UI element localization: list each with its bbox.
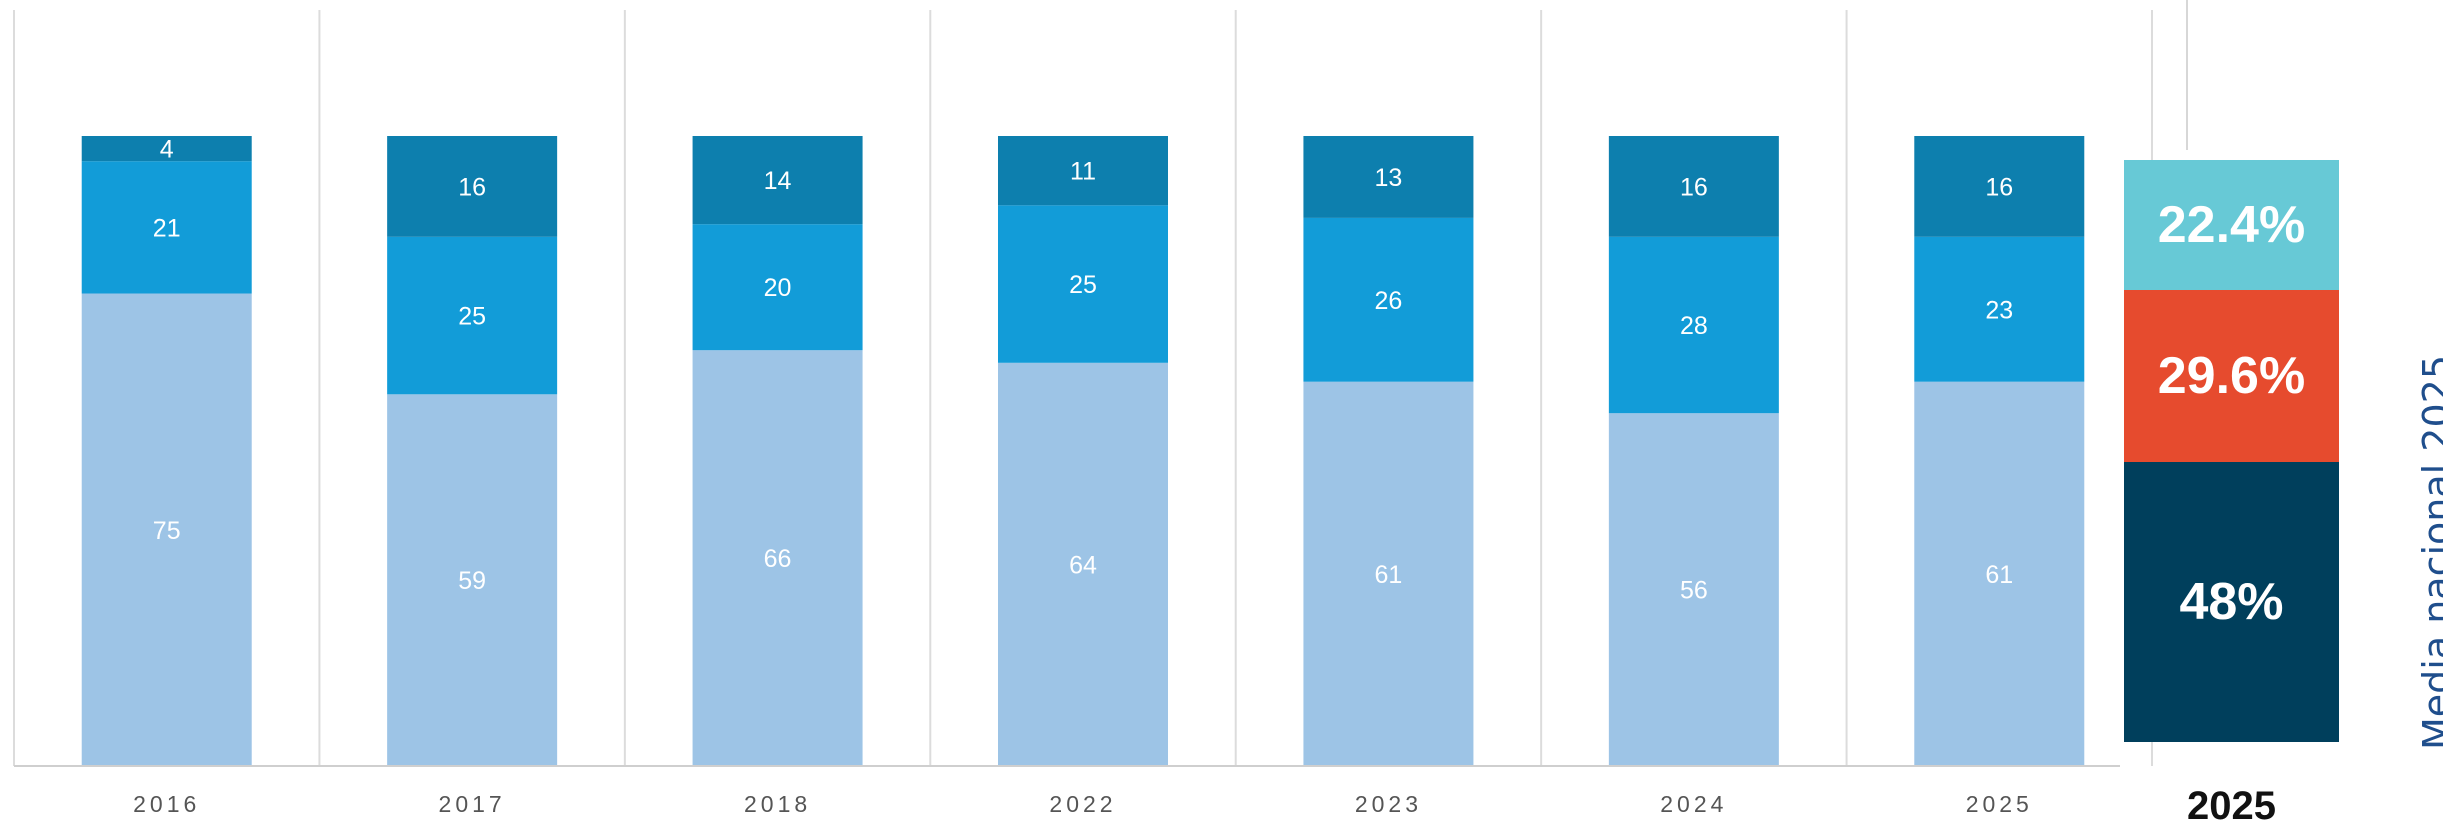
bar-segment	[998, 136, 1168, 206]
bar-data-label: 26	[1375, 287, 1403, 315]
bar-segment	[81, 293, 252, 766]
bar-stack-2017: 59 25 16	[387, 136, 558, 766]
x-axis-tick-labels: 2016 2017 2018 2022 2023 2024 2025	[133, 791, 2033, 817]
bar-data-label: 16	[1680, 173, 1708, 201]
national-segment-middle-label: 29.6%	[2157, 347, 2306, 405]
bar-segment	[692, 136, 863, 225]
bar-segment	[1914, 381, 2085, 766]
bar-segment	[387, 136, 558, 237]
bar-data-label: 13	[1375, 164, 1403, 192]
bar-data-label: 61	[1985, 561, 2013, 589]
bar-data-label: 61	[1375, 561, 1403, 589]
national-segment-bottom-label: 48%	[2179, 573, 2284, 631]
x-tick-label: 2024	[1660, 791, 1727, 817]
bar-data-label: 16	[1985, 173, 2013, 201]
bar-segment	[387, 236, 558, 395]
bar-data-label: 20	[764, 274, 792, 302]
bar-data-label: 4	[160, 136, 174, 164]
bar-segment	[998, 362, 1168, 766]
national-average-year: 2025	[2187, 784, 2276, 828]
bar-data-label: 25	[458, 303, 486, 331]
bar-segment	[1914, 236, 2085, 382]
bar-stack-2024: 56 28 16	[1608, 136, 1779, 766]
national-segment-top-label: 22.4%	[2157, 196, 2306, 254]
national-segment-middle: 29.6%	[2124, 290, 2339, 462]
bar-data-label: 28	[1680, 312, 1708, 340]
x-tick-label: 2018	[744, 791, 811, 817]
bar-segment	[692, 224, 863, 351]
bar-segment	[1608, 413, 1779, 766]
bar-segment	[1303, 381, 1474, 766]
bar-stack-2016: 75 21 4	[81, 136, 252, 766]
bar-data-label: 21	[153, 214, 181, 242]
national-average-stack: 22.4% 29.6% 48%	[2124, 160, 2339, 742]
national-segment-top: 22.4%	[2124, 160, 2339, 290]
x-tick-label: 2016	[133, 791, 200, 817]
bar-segment	[1608, 236, 1779, 414]
bar-data-label: 23	[1985, 296, 2013, 324]
bar-segment	[998, 205, 1168, 363]
x-tick-label: 2017	[439, 791, 506, 817]
bar-stack-2018: 66 20 14	[692, 136, 863, 766]
bar-segment	[692, 350, 863, 766]
bar-segment	[1303, 217, 1474, 382]
bar-segment	[1303, 136, 1474, 218]
bar-data-label: 66	[764, 545, 792, 573]
bar-stack-2025: 61 23 16	[1914, 136, 2085, 766]
panel-separator	[2186, 0, 2188, 150]
national-segment-bottom: 48%	[2124, 462, 2339, 742]
x-tick-label: 2022	[1049, 791, 1116, 817]
bar-data-label: 14	[764, 167, 792, 195]
bar-data-label: 25	[1069, 271, 1097, 299]
bar-segment	[81, 161, 252, 294]
bar-data-label: 11	[1070, 158, 1096, 186]
bar-data-label: 64	[1069, 551, 1097, 579]
national-average-title: Media nacional 2025	[2415, 355, 2443, 750]
bar-stacks: 75 21 4 59 25 16 66 20 14 64 25 11 61 26 13 56 28 16 61 23 1…	[81, 136, 2085, 766]
bar-segment	[81, 136, 252, 162]
bar-segment	[387, 394, 558, 766]
x-tick-label: 2023	[1355, 791, 1422, 817]
x-tick-label: 2025	[1966, 791, 2033, 817]
bar-data-label: 16	[458, 173, 486, 201]
bar-segment	[1608, 136, 1779, 237]
bar-data-label: 75	[153, 517, 181, 545]
bar-data-label: 59	[458, 567, 486, 595]
bar-segment	[1914, 136, 2085, 237]
category-separators	[13, 10, 2153, 766]
bar-stack-2023: 61 26 13	[1303, 136, 1474, 766]
bar-stack-2022: 64 25 11	[998, 136, 1168, 766]
bar-data-label: 56	[1680, 577, 1708, 605]
